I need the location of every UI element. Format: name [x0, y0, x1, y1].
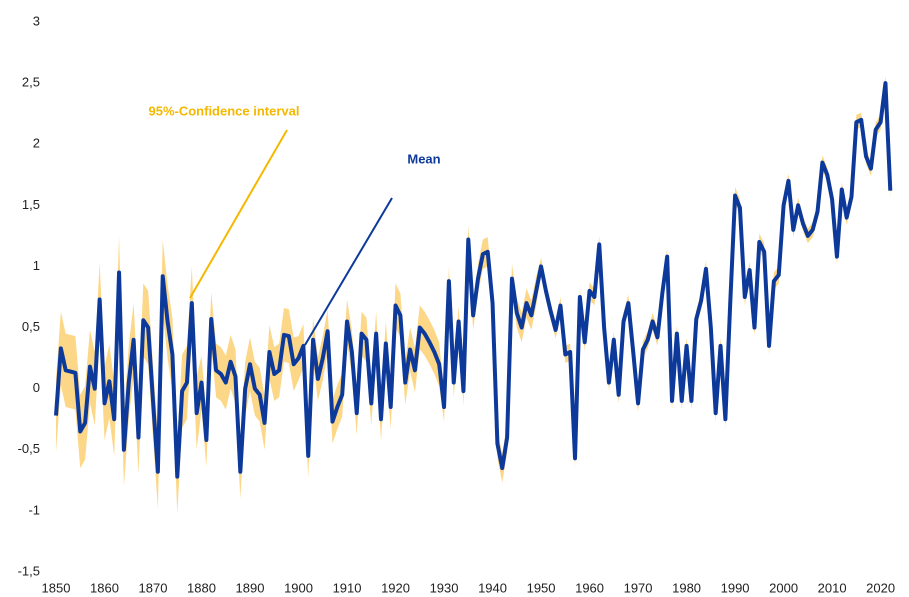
x-tick-label: 1900 [284, 580, 313, 595]
annotation: 95%-Confidence interval [149, 103, 300, 118]
x-tick-label: 1940 [478, 580, 507, 595]
x-tick-label: 1920 [381, 580, 410, 595]
y-tick-label: 1,5 [22, 197, 40, 212]
x-tick-label: 2000 [769, 580, 798, 595]
y-tick-label: 2 [33, 136, 40, 151]
annotation: Mean [407, 151, 440, 166]
annotation-leader [189, 129, 288, 299]
annotation-leader [304, 197, 393, 346]
y-tick-label: 2,5 [22, 75, 40, 90]
x-tick-label: 1930 [430, 580, 459, 595]
x-tick-label: 1960 [575, 580, 604, 595]
x-tick-label: 1850 [42, 580, 71, 595]
x-tick-label: 1890 [236, 580, 265, 595]
x-tick-label: 1870 [139, 580, 168, 595]
y-tick-label: 3 [33, 13, 40, 28]
x-tick-label: 1860 [90, 580, 119, 595]
x-tick-label: 2020 [866, 580, 895, 595]
x-tick-label: 1980 [672, 580, 701, 595]
y-tick-label: -1,5 [18, 563, 40, 578]
y-tick-label: -0,5 [18, 441, 40, 456]
y-tick-label: 0,5 [22, 319, 40, 334]
mean-line [54, 81, 893, 479]
x-tick-label: 1970 [624, 580, 653, 595]
x-tick-label: 1950 [527, 580, 556, 595]
x-tick-label: 1880 [187, 580, 216, 595]
y-tick-label: 1 [33, 258, 40, 273]
y-tick-label: 0 [33, 380, 40, 395]
x-tick-label: 1910 [333, 580, 362, 595]
x-tick-label: 1990 [721, 580, 750, 595]
y-tick-label: -1 [28, 502, 40, 517]
line-layer [54, 81, 893, 479]
x-tick-label: 2010 [818, 580, 847, 595]
